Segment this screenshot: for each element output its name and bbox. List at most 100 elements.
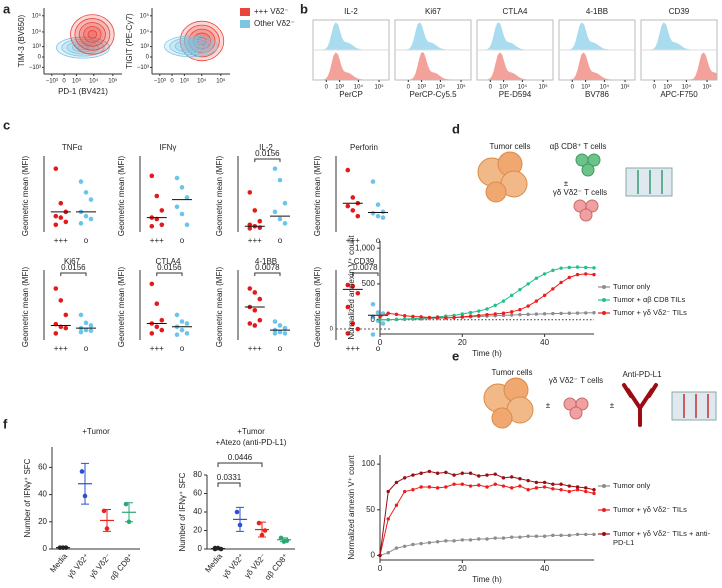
point [542, 272, 547, 276]
panel-letter: f [3, 416, 8, 431]
p-value: 0.0156 [255, 149, 280, 158]
x-tick-label: 10³ [335, 85, 344, 91]
x-axis-label: PE-D594 [499, 90, 532, 99]
x-tick-label: 0 [571, 85, 575, 91]
y-axis-label: Geometric mean (MFI) [215, 155, 224, 236]
point [380, 209, 386, 215]
point [526, 534, 530, 538]
point [509, 310, 514, 314]
point [159, 327, 165, 333]
point [575, 485, 580, 489]
y-axis-label: Geometric mean (MFI) [117, 266, 126, 347]
tumor-cell [485, 181, 507, 203]
point [485, 473, 489, 477]
point [584, 265, 588, 270]
point [257, 218, 263, 224]
x-tick-label: 0 [407, 85, 411, 91]
legend-marker [602, 285, 606, 289]
point [53, 286, 59, 291]
legend-label: +++ Vδ2⁻ [254, 7, 289, 16]
x-tick-label: 40 [540, 338, 549, 347]
point [518, 535, 522, 539]
point [419, 471, 423, 475]
point [277, 216, 283, 222]
point [101, 508, 107, 514]
p-value: 0.0446 [228, 453, 253, 462]
panel-title: +Tumor [237, 427, 265, 436]
point [58, 200, 64, 206]
legend-entry: Tumor only [613, 282, 651, 291]
legend-marker [602, 298, 606, 302]
annotation: Tumor cells [491, 368, 532, 377]
point [370, 179, 376, 184]
significance-bracket [60, 272, 87, 276]
point [179, 211, 185, 217]
point [534, 299, 539, 303]
x-axis-label: PerCP-Cy5.5 [409, 90, 457, 99]
panel-title: IL-2 [344, 7, 358, 16]
point [252, 323, 258, 328]
point [88, 328, 94, 334]
contour [179, 41, 203, 51]
point [592, 491, 596, 496]
x-tick-label: o [84, 344, 89, 353]
y-tick-label: 20 [193, 526, 202, 535]
point [159, 208, 165, 213]
point [542, 480, 547, 485]
legend-marker [602, 532, 606, 536]
annotation: γδ Vδ2⁻ T cells [553, 188, 607, 197]
point [375, 213, 381, 219]
point [402, 476, 407, 480]
point [174, 332, 180, 338]
point [378, 553, 382, 558]
point [78, 221, 84, 226]
x-tick-label: +++ [248, 236, 262, 245]
point [345, 282, 351, 288]
point [247, 286, 253, 291]
legend-label: Tumor only [613, 282, 651, 291]
panel-title: TNFα [62, 143, 83, 152]
x-tick-label: +++ [248, 344, 262, 353]
point [123, 501, 129, 507]
x-axis-label: BV786 [585, 90, 610, 99]
y-tick-label: 40 [193, 507, 202, 516]
y-tick-label: 60 [193, 489, 202, 498]
y-axis-label: Number of IFNγ⁺ SFC [23, 458, 32, 537]
p-value: 0.0078 [255, 263, 280, 272]
plate-wells [683, 394, 709, 418]
x-tick-label: 10⁴ [682, 84, 692, 91]
x-axis-label: Time (h) [472, 575, 502, 584]
point [58, 215, 64, 220]
point [411, 314, 415, 319]
point [444, 316, 448, 320]
x-tick-label: o [376, 236, 381, 245]
legend-entry: Tumor only [613, 481, 650, 490]
point [435, 315, 440, 320]
point [179, 319, 185, 324]
point [518, 287, 522, 292]
point [559, 482, 563, 486]
y-tick-label: 50 [366, 505, 375, 514]
x-tick-label: αβ CD8⁺ [108, 552, 135, 582]
point [345, 167, 351, 173]
x-tick-label: 20 [458, 338, 467, 347]
point [83, 327, 89, 333]
point [252, 290, 258, 295]
point [278, 535, 284, 541]
point [559, 280, 563, 285]
panel-title: CTLA4 [503, 7, 528, 16]
point [184, 321, 190, 326]
point [526, 312, 530, 317]
panel-letter: b [300, 1, 308, 16]
y-axis-label: Geometric mean (MFI) [21, 155, 30, 236]
point [592, 311, 596, 315]
illustration-d [477, 151, 673, 222]
y-tick-label: 0 [198, 544, 203, 553]
point [468, 314, 473, 318]
point [551, 487, 555, 491]
y-axis-label: Normalized annexin V⁺ count [347, 455, 356, 560]
annotation: γδ Vδ2⁻ T cells [549, 376, 603, 385]
annotation: ± [610, 401, 615, 410]
point [284, 538, 290, 543]
x-tick-label: 10⁵ [374, 84, 384, 91]
